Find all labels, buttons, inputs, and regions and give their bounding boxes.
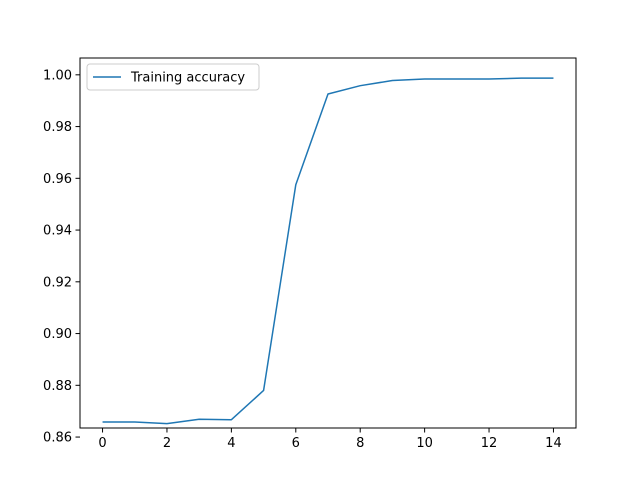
y-axis: 0.86 0.88 0.90 0.92 0.94 0.96 0.98 1.00 [43, 68, 80, 446]
y-tick-label: 0.86 [43, 431, 72, 446]
y-tick-label: 0.92 [43, 275, 72, 290]
x-tick-label: 14 [545, 436, 562, 451]
x-tick-label: 12 [481, 436, 498, 451]
y-tick-label: 0.96 [43, 172, 72, 187]
y-tick-label: 1.00 [43, 68, 72, 83]
legend: Training accuracy [86, 63, 260, 91]
x-tick-label: 0 [98, 436, 106, 451]
x-tick-label: 2 [163, 436, 171, 451]
x-tick-label: 10 [416, 436, 433, 451]
y-tick-label: 0.88 [43, 379, 72, 394]
x-tick-label: 6 [292, 436, 300, 451]
legend-label-training-accuracy: Training accuracy [130, 71, 245, 86]
y-tick-label: 0.94 [43, 224, 72, 239]
series-line-0 [102, 77, 554, 425]
x-tick-label: 8 [356, 436, 364, 451]
legend-frame [86, 63, 260, 91]
axes-frame [79, 57, 577, 429]
y-tick-label: 0.90 [43, 327, 72, 342]
plot-area [79, 57, 577, 429]
x-axis: 0 2 4 6 8 10 12 14 [98, 428, 562, 451]
y-tick-label: 0.98 [43, 120, 72, 135]
x-tick-label: 4 [227, 436, 235, 451]
